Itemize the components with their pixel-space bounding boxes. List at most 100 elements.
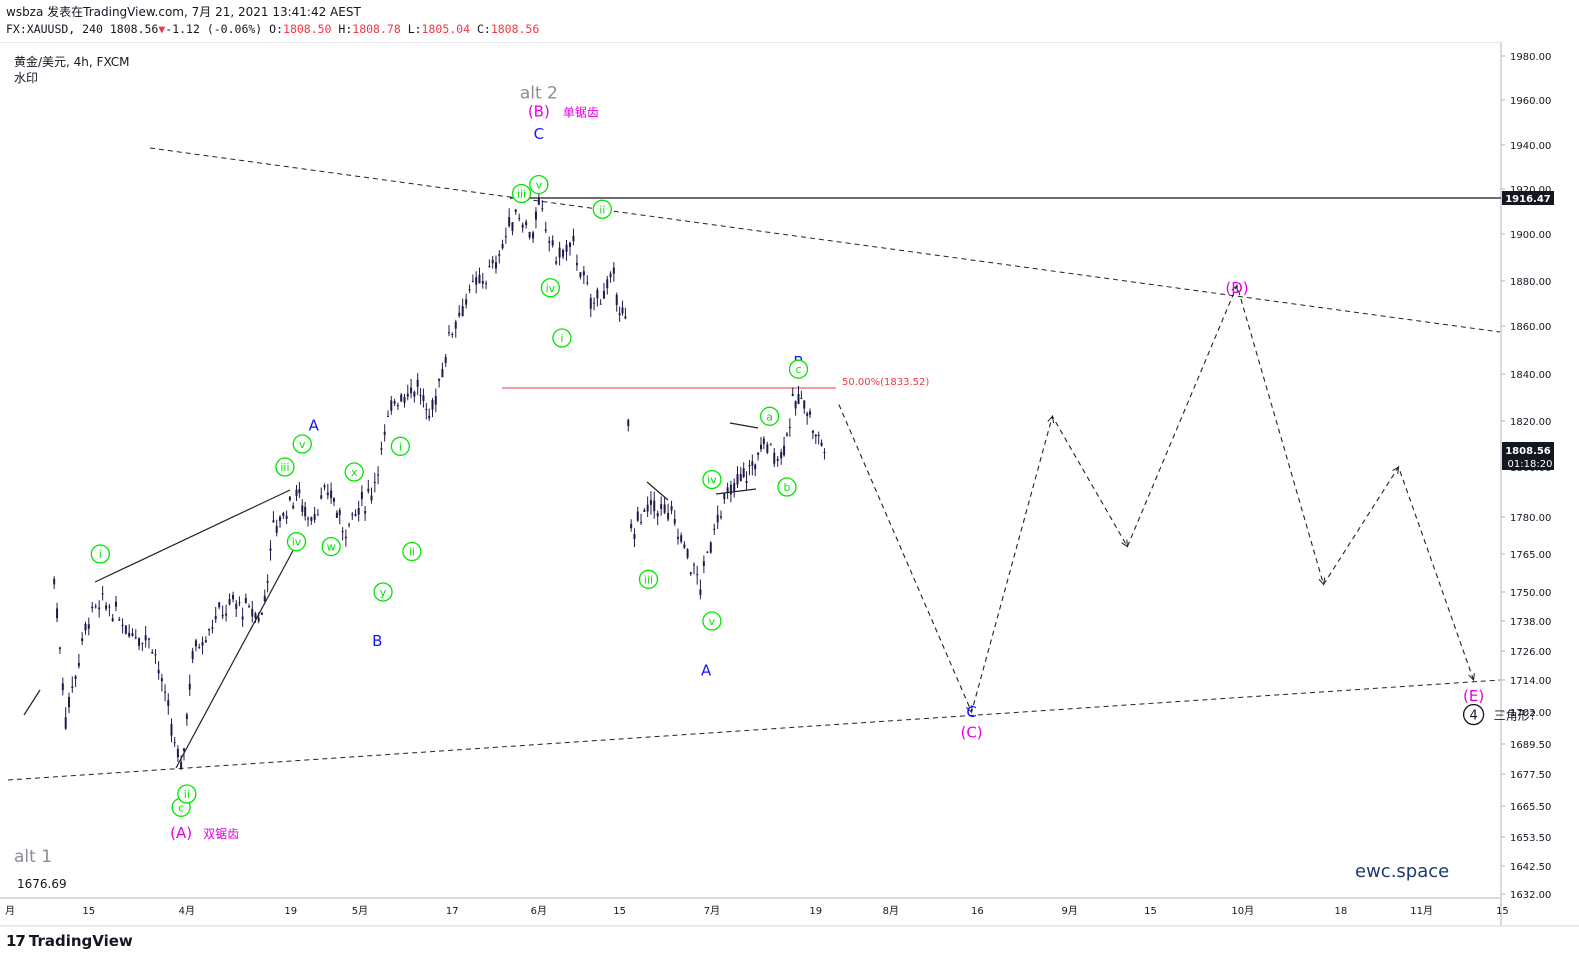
time-tick-label: 10月 xyxy=(1231,905,1254,917)
candle-body xyxy=(521,224,524,228)
price-tick-label: 1738.00 xyxy=(1510,617,1551,628)
price-tick-label: 1840.00 xyxy=(1510,370,1551,381)
candle-body xyxy=(232,594,235,600)
legend-watermark: 水印 xyxy=(14,71,38,85)
wave-annotation: (C) xyxy=(960,723,982,741)
candle-body xyxy=(766,444,769,453)
candle-body xyxy=(370,495,373,501)
candle-body xyxy=(316,514,319,516)
wedge-start-line[interactable] xyxy=(23,689,41,716)
wave-label-text: a xyxy=(766,410,773,423)
candle-body xyxy=(612,267,615,274)
wave-circle xyxy=(177,784,197,804)
wedge-lower-line[interactable] xyxy=(175,544,297,769)
wave-circle xyxy=(702,611,722,631)
candle-body xyxy=(279,516,282,522)
arrowhead xyxy=(1318,577,1326,586)
candle-body xyxy=(667,512,670,520)
candle-body xyxy=(606,279,609,289)
candle-body xyxy=(791,394,794,396)
candle-body xyxy=(548,241,551,243)
candle-body xyxy=(138,638,141,646)
candle-body xyxy=(383,431,386,435)
triangle-a-line[interactable] xyxy=(729,422,759,429)
candle-body xyxy=(118,619,121,621)
price-axis[interactable]: 1980.00 1960.00 1940.00 1920.00 1900.00 1880.… xyxy=(1501,52,1551,901)
candle-body xyxy=(288,496,291,501)
price-tick-label: 1642.50 xyxy=(1510,862,1551,873)
tradingview-logo[interactable]: 17 TradingView xyxy=(6,932,133,950)
candle-body xyxy=(739,474,742,482)
candle-body xyxy=(451,333,454,335)
candle-body xyxy=(201,642,204,646)
candle-body xyxy=(134,637,137,639)
price-chart[interactable]: 黄金/美元, 4h, FXCM 水印 1980.00 1960.00 1940.00… xyxy=(0,42,1579,927)
time-tick-label: 7月 xyxy=(704,905,720,917)
time-tick-label: 18 xyxy=(1335,906,1348,917)
candle-body xyxy=(108,606,111,608)
high-label: H: xyxy=(338,22,353,36)
candle-body xyxy=(313,514,316,520)
candle-body xyxy=(599,303,602,305)
upper-triangle-trendline[interactable] xyxy=(149,147,1501,333)
candle-body xyxy=(565,244,568,252)
candle-body xyxy=(144,635,147,641)
candle-body xyxy=(621,307,624,314)
candle-body xyxy=(504,236,507,238)
candle-body xyxy=(686,549,689,558)
candle-body xyxy=(272,520,275,523)
candle-body xyxy=(74,676,77,679)
wave-annotation: B xyxy=(372,632,382,650)
price-tick-label: 1750.00 xyxy=(1510,588,1551,599)
wedge-upper-line[interactable] xyxy=(94,489,291,583)
triangle-b-line[interactable] xyxy=(715,488,757,495)
candle-body xyxy=(689,572,692,574)
candle-body xyxy=(147,638,150,640)
candle-body xyxy=(748,465,751,467)
candle-body xyxy=(541,208,544,210)
candlestick-series[interactable] xyxy=(53,192,826,771)
time-tick-label: 6月 xyxy=(531,905,547,917)
candle-body xyxy=(98,607,101,610)
candle-body xyxy=(643,510,646,512)
lower-triangle-trendline[interactable] xyxy=(7,679,1501,781)
candle-body xyxy=(720,516,723,518)
candle-body xyxy=(406,393,409,397)
wave-annotation: alt 1 xyxy=(14,847,52,867)
candle-body xyxy=(377,474,380,476)
candle-body xyxy=(582,271,585,276)
wave-circle xyxy=(511,183,532,204)
candle-body xyxy=(528,231,531,238)
candle-body xyxy=(769,443,772,445)
tv-logo-icon: 17 xyxy=(6,932,26,950)
arrowhead xyxy=(1468,672,1475,682)
candle-body xyxy=(534,211,537,220)
candle-body xyxy=(285,515,288,519)
candle-body xyxy=(820,442,823,446)
candle-body xyxy=(579,272,582,277)
wave-label-text: v xyxy=(299,438,306,451)
candle-body xyxy=(663,504,666,513)
candle-body xyxy=(745,481,748,483)
time-tick-label: 5月 xyxy=(352,905,368,917)
time-axis[interactable]: 月 15 4月 19 5月 17 6月 15 7月 19 8月 16 9月 15 10月 18 11月 15 xyxy=(5,905,1509,917)
candle-body xyxy=(160,678,163,682)
candle-body xyxy=(357,507,360,515)
degree-circle xyxy=(1462,703,1485,726)
candle-body xyxy=(481,280,484,284)
candle-body xyxy=(191,651,194,660)
candle-body xyxy=(225,613,228,616)
open-label: O: xyxy=(269,22,284,36)
candle-body xyxy=(525,221,528,226)
candle-body xyxy=(235,603,238,610)
candle-body xyxy=(77,662,80,667)
candle-body xyxy=(380,448,383,450)
candle-body xyxy=(390,400,393,411)
candle-body xyxy=(341,531,344,533)
candle-body xyxy=(754,464,757,470)
candle-body xyxy=(615,294,618,305)
projection-arrowheads xyxy=(965,284,1475,714)
candle-body xyxy=(295,489,298,496)
projection-path[interactable] xyxy=(838,283,1475,714)
price-tick-label: 1920.00 xyxy=(1510,185,1551,196)
